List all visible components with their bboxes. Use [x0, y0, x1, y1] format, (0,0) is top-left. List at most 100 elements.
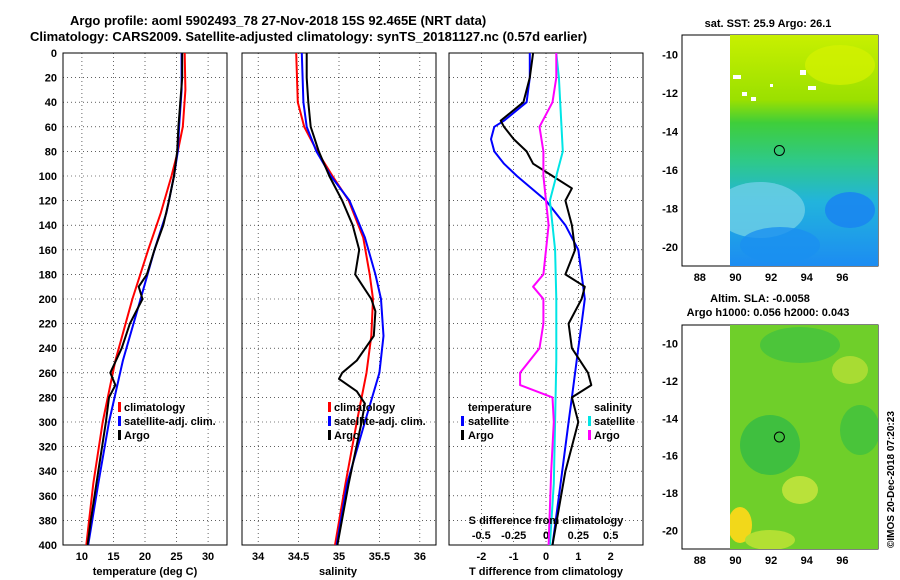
x-tick-label: 0: [543, 551, 549, 563]
sla-patch: [740, 415, 800, 475]
sst-cloud-mask: [751, 97, 756, 101]
depth-tick-label: 80: [45, 146, 57, 158]
sst-patch: [825, 192, 875, 228]
map-lat-tick: -18: [662, 203, 678, 215]
x-tick-label: 15: [107, 551, 119, 563]
sst-map-title: sat. SST: 25.9 Argo: 26.1: [705, 18, 832, 30]
x-tick-label: 35: [333, 551, 345, 563]
sla-map-title: Altim. SLA: -0.0058: [710, 293, 810, 305]
map-lat-tick: -20: [662, 525, 678, 537]
depth-tick-label: 360: [39, 491, 57, 503]
legend-label-t-satellite: satellite: [468, 416, 509, 428]
map-lat-tick: -16: [662, 451, 678, 463]
legend-label-climatology: climatology: [124, 402, 186, 414]
map-lon-tick: 90: [729, 272, 741, 284]
sla-patch: [745, 530, 795, 549]
salinity-tick-labels: 34 34.5 35 35.5 36: [252, 551, 426, 563]
x-tick-label: 34: [252, 551, 265, 563]
depth-tick-labels: 0 20 40 60 80 100 120 140 160 180 200 220 240 260 280 3…: [39, 48, 57, 552]
legend-swatch-s-argo: [588, 430, 591, 440]
series-line-argo: [86, 53, 184, 545]
series-line-s-satellite: [548, 53, 564, 545]
map-lon-tick: 88: [694, 555, 706, 567]
legend-label-s-argo: Argo: [594, 430, 620, 442]
sla-patch: [760, 327, 840, 363]
series-line-climatology: [295, 53, 374, 545]
depth-tick-label: 100: [39, 171, 57, 183]
depth-tick-label: 240: [39, 343, 57, 355]
legend-label-satellite: satellite-adj. clim.: [334, 416, 426, 428]
depth-tick-label: 380: [39, 515, 57, 527]
figure-title-line2: Climatology: CARS2009. Satellite-adjuste…: [30, 29, 587, 44]
sst-cloud-mask: [742, 92, 747, 96]
t-difference-xlabel: T difference from climatology: [469, 566, 624, 578]
legend-swatch-t-satellite: [461, 416, 464, 426]
difference-series: [490, 53, 593, 545]
sst-cloud-mask: [800, 70, 806, 75]
legend-swatch-climatology: [328, 402, 331, 412]
map-lat-tick: -20: [662, 242, 678, 254]
x-tick-label: 25: [170, 551, 182, 563]
t-difference-tick-labels: -2 -1 0 1 2: [476, 551, 613, 563]
series-line-t-argo: [499, 53, 593, 545]
depth-tick-label: 40: [45, 97, 57, 109]
top-tick-label: 0: [543, 530, 549, 542]
legend-title-temperature: temperature: [468, 402, 532, 414]
map-lat-tick: -12: [662, 88, 678, 100]
map-lon-tick: 94: [801, 555, 814, 567]
salinity-xlabel: salinity: [319, 566, 358, 578]
map-lat-tick: -10: [662, 339, 678, 351]
temperature-legend: climatology satellite-adj. clim. Argo: [118, 402, 216, 442]
map-lon-tick: 90: [729, 555, 741, 567]
temperature-xlabel: temperature (deg C): [93, 566, 198, 578]
sst-cloud-mask: [770, 84, 773, 87]
s-difference-tick-labels: -0.5 -0.25 0 0.25 0.5: [472, 530, 618, 542]
sla-argo-marker: [773, 431, 785, 443]
legend-swatch-satellite: [328, 416, 331, 426]
s-difference-xlabel: S difference from climatology: [469, 515, 625, 527]
map-lat-tick: -14: [662, 413, 679, 425]
map-lon-tick: 94: [801, 272, 814, 284]
temperature-tick-labels: 10 15 20 25 30: [76, 551, 214, 563]
map-lat-tick: -14: [662, 126, 679, 138]
map-lon-tick: 96: [836, 272, 848, 284]
depth-tick-label: 120: [39, 196, 57, 208]
sla-patch: [782, 476, 818, 504]
legend-label-argo: Argo: [334, 430, 360, 442]
sst-patch: [740, 227, 820, 263]
map-lat-tick: -18: [662, 488, 678, 500]
legend-label-satellite: satellite-adj. clim.: [124, 416, 216, 428]
x-tick-label: 10: [76, 551, 88, 563]
legend-title-salinity: salinity: [594, 402, 633, 414]
sla-patch: [840, 405, 878, 455]
depth-tick-label: 300: [39, 417, 57, 429]
depth-tick-label: 320: [39, 442, 57, 454]
legend-swatch-argo: [118, 430, 121, 440]
salinity-series: [295, 53, 385, 545]
series-line-climatology: [85, 53, 187, 545]
depth-tick-label: 260: [39, 368, 57, 380]
depth-tick-label: 160: [39, 245, 57, 257]
sla-map-subtitle: Argo h1000: 0.056 h2000: 0.043: [687, 307, 850, 319]
sst-argo-marker: [773, 145, 785, 156]
sst-patch: [730, 182, 805, 238]
legend-label-climatology: climatology: [334, 402, 396, 414]
legend-label-t-argo: Argo: [468, 430, 494, 442]
legend-swatch-argo: [328, 430, 331, 440]
legend-label-s-satellite: satellite: [594, 416, 635, 428]
legend-swatch-s-satellite: [588, 416, 591, 426]
depth-tick-label: 200: [39, 294, 57, 306]
map-lat-tick: -10: [662, 49, 678, 61]
sst-cloud-mask: [808, 86, 816, 90]
legend-label-argo: Argo: [124, 430, 150, 442]
map-lon-tick: 92: [765, 555, 777, 567]
x-tick-label: 30: [202, 551, 214, 563]
depth-tick-label: 340: [39, 466, 57, 478]
depth-tick-label: 280: [39, 392, 57, 404]
legend-swatch-satellite: [118, 416, 121, 426]
sla-patch: [730, 507, 752, 543]
top-tick-label: 0.5: [603, 530, 618, 542]
x-tick-label: -2: [476, 551, 486, 563]
x-tick-label: 2: [608, 551, 614, 563]
